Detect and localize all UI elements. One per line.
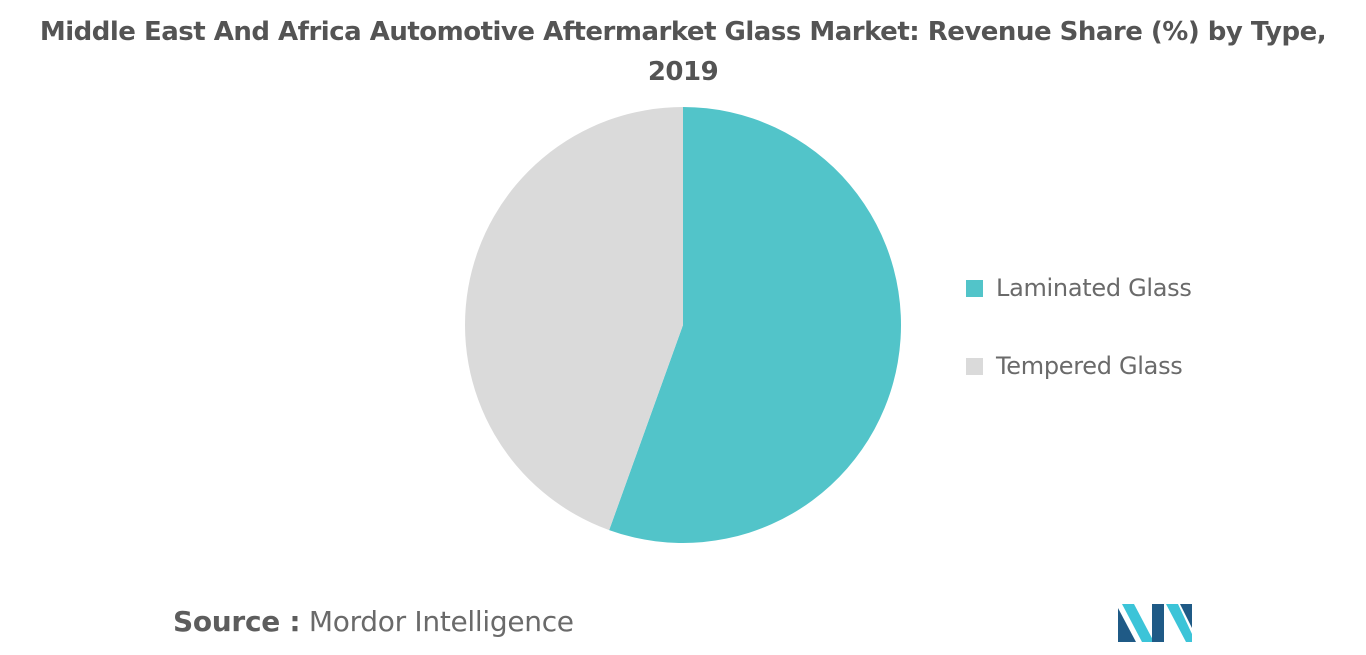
legend-swatch-laminated-glass bbox=[966, 279, 983, 297]
chart-title-line-2: 2019 bbox=[647, 57, 719, 87]
chart-legend: Laminated Glass Tempered Glass bbox=[966, 268, 1192, 424]
logo-shape-right-accent bbox=[1166, 604, 1192, 642]
chart-title: Middle East And Africa Automotive Afterm… bbox=[0, 12, 1366, 92]
legend-label-tempered-glass: Tempered Glass bbox=[996, 352, 1183, 380]
legend-swatch-tempered-glass bbox=[966, 357, 983, 375]
pie-slice-laminated-glass bbox=[609, 107, 902, 543]
logo-shape-right bbox=[1180, 604, 1192, 628]
pie-slice-tempered-glass bbox=[465, 107, 683, 531]
legend-item-laminated-glass: Laminated Glass bbox=[966, 268, 1192, 308]
chart-title-line-1: Middle East And Africa Automotive Afterm… bbox=[39, 17, 1327, 47]
logo-shape-middle bbox=[1152, 604, 1164, 642]
logo-shape-left bbox=[1118, 608, 1136, 642]
source-prefix: Source : bbox=[173, 605, 301, 638]
source-name: Mordor Intelligence bbox=[308, 605, 574, 638]
legend-label-laminated-glass: Laminated Glass bbox=[996, 274, 1192, 302]
legend-item-tempered-glass: Tempered Glass bbox=[966, 346, 1192, 386]
source-note: Source : Mordor Intelligence bbox=[173, 605, 574, 638]
logo-shape-left-accent bbox=[1122, 604, 1154, 642]
mordor-intelligence-logo-icon bbox=[1118, 604, 1192, 646]
